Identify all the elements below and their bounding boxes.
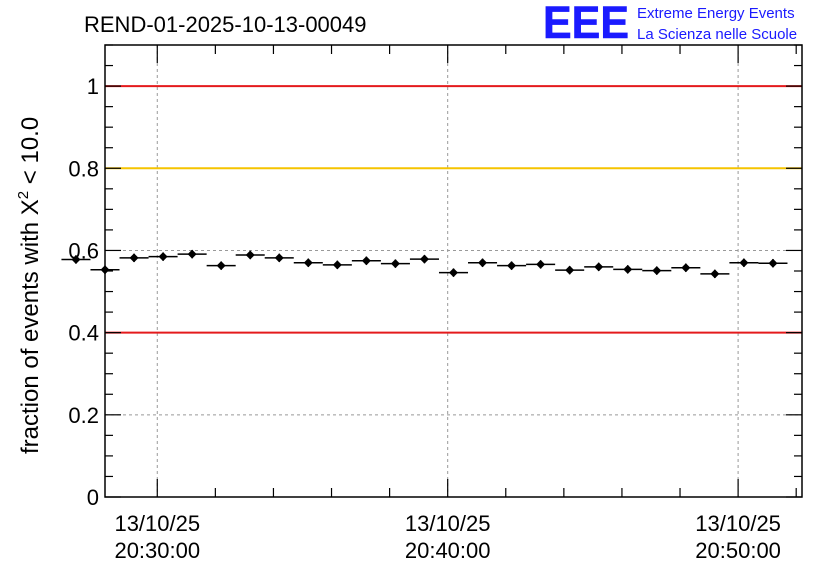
point-marker — [739, 258, 749, 268]
point-marker — [449, 268, 458, 278]
data-point — [438, 268, 469, 278]
data-point — [613, 264, 643, 274]
reference-lines — [105, 85, 802, 334]
data-point — [729, 258, 759, 268]
eee-logo: EEE Extreme Energy Events La Scienza nel… — [543, 0, 797, 48]
point-marker — [565, 265, 575, 275]
data-point — [293, 258, 323, 268]
point-marker — [419, 254, 429, 264]
x-tick-label-date: 13/10/25 — [405, 511, 491, 536]
point-marker — [71, 254, 81, 264]
point-marker — [303, 258, 313, 268]
data-point — [177, 249, 207, 259]
y-tick-label: 0 — [87, 485, 99, 510]
data-series — [61, 249, 788, 279]
data-point — [351, 256, 381, 266]
data-point — [468, 258, 498, 268]
point-marker — [390, 259, 400, 269]
data-point — [671, 263, 701, 273]
point-marker — [158, 252, 168, 262]
y-tick-label: 0.2 — [68, 403, 99, 428]
eee-logo-line2: La Scienza nelle Scuole — [637, 26, 797, 43]
axes — [104, 44, 803, 498]
tick-labels: 00.20.40.60.8113/10/2520:30:0013/10/2520… — [68, 74, 781, 563]
data-point — [264, 253, 294, 263]
point-marker — [652, 266, 662, 276]
y-axis-label-suffix: < 10.0 — [17, 117, 44, 191]
data-point — [526, 259, 556, 269]
y-tick-label: 0.6 — [68, 238, 99, 263]
y-tick-label: 0.4 — [68, 321, 99, 346]
data-point — [555, 265, 585, 275]
data-point — [235, 250, 265, 260]
eee-logo-line1: Extreme Energy Events — [637, 5, 795, 22]
data-point — [322, 260, 352, 270]
point-marker — [623, 264, 633, 274]
x-tick-label-time: 20:40:00 — [405, 538, 491, 563]
data-point — [61, 254, 91, 264]
data-point — [642, 266, 672, 276]
x-tick-label-time: 20:30:00 — [114, 538, 200, 563]
x-tick-label-date: 13/10/25 — [114, 511, 200, 536]
point-marker — [710, 269, 720, 279]
y-axis-label-prefix: fraction of events with X — [17, 199, 44, 454]
point-marker — [361, 256, 371, 266]
point-marker — [507, 261, 517, 271]
y-axis-label-superscript: 2 — [15, 191, 32, 199]
y-tick-label: 0.8 — [68, 156, 99, 181]
data-point — [584, 262, 614, 272]
point-marker — [594, 262, 604, 272]
point-marker — [536, 259, 546, 269]
y-tick-label: 1 — [87, 74, 99, 99]
x-tick-label-time: 20:50:00 — [695, 538, 781, 563]
chart-title: REND-01-2025-10-13-00049 — [84, 12, 367, 37]
data-point — [497, 261, 527, 271]
data-point — [380, 259, 410, 269]
point-marker — [245, 250, 255, 260]
point-marker — [187, 249, 197, 259]
point-marker — [274, 253, 284, 263]
data-point — [409, 254, 439, 264]
data-point — [700, 269, 730, 279]
point-marker — [681, 263, 691, 273]
point-marker — [216, 261, 226, 271]
point-marker — [332, 260, 342, 270]
y-axis-label: fraction of events with X2 < 10.0 — [15, 117, 44, 454]
data-point — [119, 253, 149, 263]
x-tick-label-date: 13/10/25 — [695, 511, 781, 536]
eee-logo-mark: EEE — [543, 0, 629, 48]
data-point — [148, 252, 178, 262]
data-point — [206, 261, 236, 271]
point-marker — [129, 253, 139, 263]
point-marker — [478, 258, 488, 268]
point-marker — [768, 258, 778, 268]
data-point — [758, 258, 788, 268]
